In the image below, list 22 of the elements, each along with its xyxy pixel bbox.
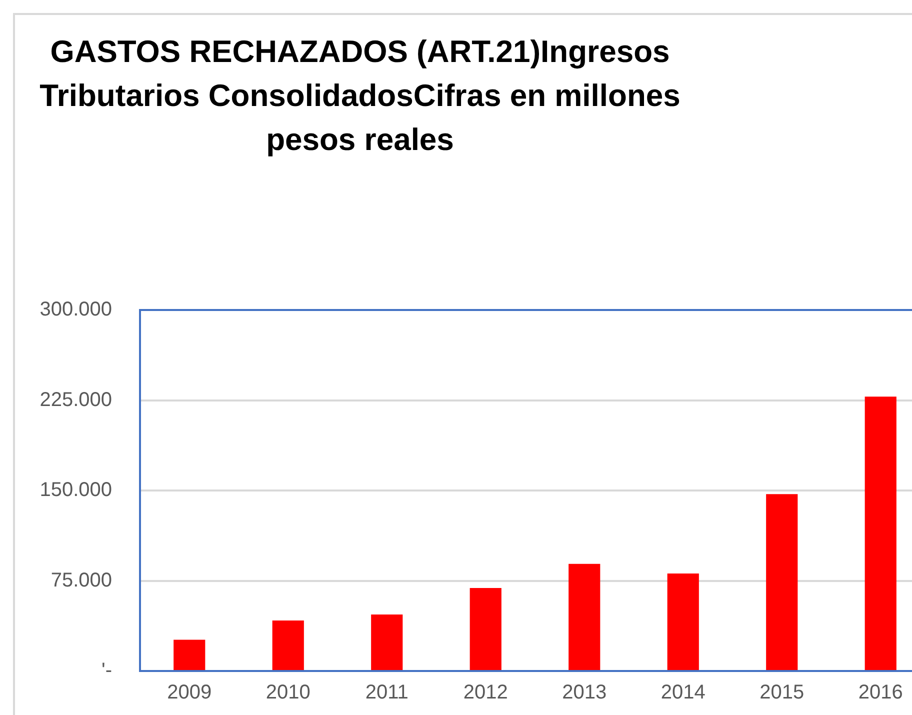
bar [174, 640, 206, 670]
bar [864, 396, 896, 670]
x-tick-label: 2014 [660, 682, 706, 704]
x-tick-label: 2012 [463, 682, 508, 704]
x-tick-label: 2010 [266, 682, 310, 704]
y-tick-label: 75.000 [50, 569, 112, 592]
bar [568, 564, 600, 670]
y-tick-label: 225.000 [40, 388, 112, 411]
x-tick-label: 2015 [760, 682, 804, 704]
y-tick-label: 300.000 [40, 298, 112, 321]
y-tick-label: 150.000 [40, 479, 112, 502]
x-tick-label: 2011 [365, 682, 408, 704]
x-tick-label: 2016 [858, 682, 903, 704]
bar [272, 620, 304, 670]
x-tick-label: 2013 [562, 682, 607, 704]
bar [371, 614, 403, 670]
bar [470, 588, 502, 670]
x-tick-label: 2009 [167, 682, 212, 704]
bar [667, 574, 699, 670]
chart-title: GASTOS RECHAZADOS (ART.21)Ingresos Tributarios ConsolidadosCifras en millones pesos reales [38, 33, 682, 159]
bar [766, 494, 798, 670]
y-tick-label: '- [102, 660, 112, 682]
